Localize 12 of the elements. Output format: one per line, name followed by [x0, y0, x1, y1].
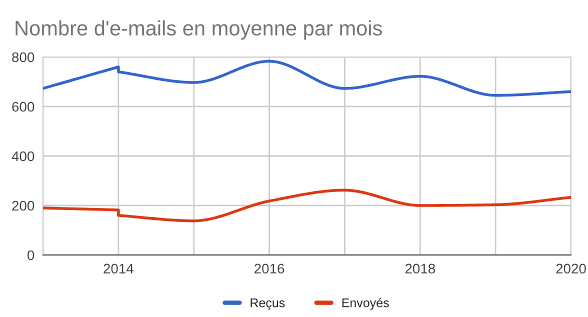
x-tick-label: 2020: [556, 264, 586, 274]
y-tick-label: 200: [12, 200, 34, 211]
y-tick-label: 600: [12, 102, 34, 112]
x-tick-label: 2014: [104, 264, 134, 274]
y-tick-label: 400: [12, 151, 34, 162]
x-tick-label: 2016: [254, 264, 284, 274]
legend-label: Envoyés: [342, 298, 389, 310]
chart-title: Nombre d'e-mails en moyenne par mois: [16, 20, 382, 40]
y-tick-label: 0: [27, 250, 34, 260]
x-tick-label: 2018: [405, 264, 435, 274]
legend-label: Reçus: [250, 298, 285, 310]
y-tick-label: 800: [12, 52, 34, 62]
